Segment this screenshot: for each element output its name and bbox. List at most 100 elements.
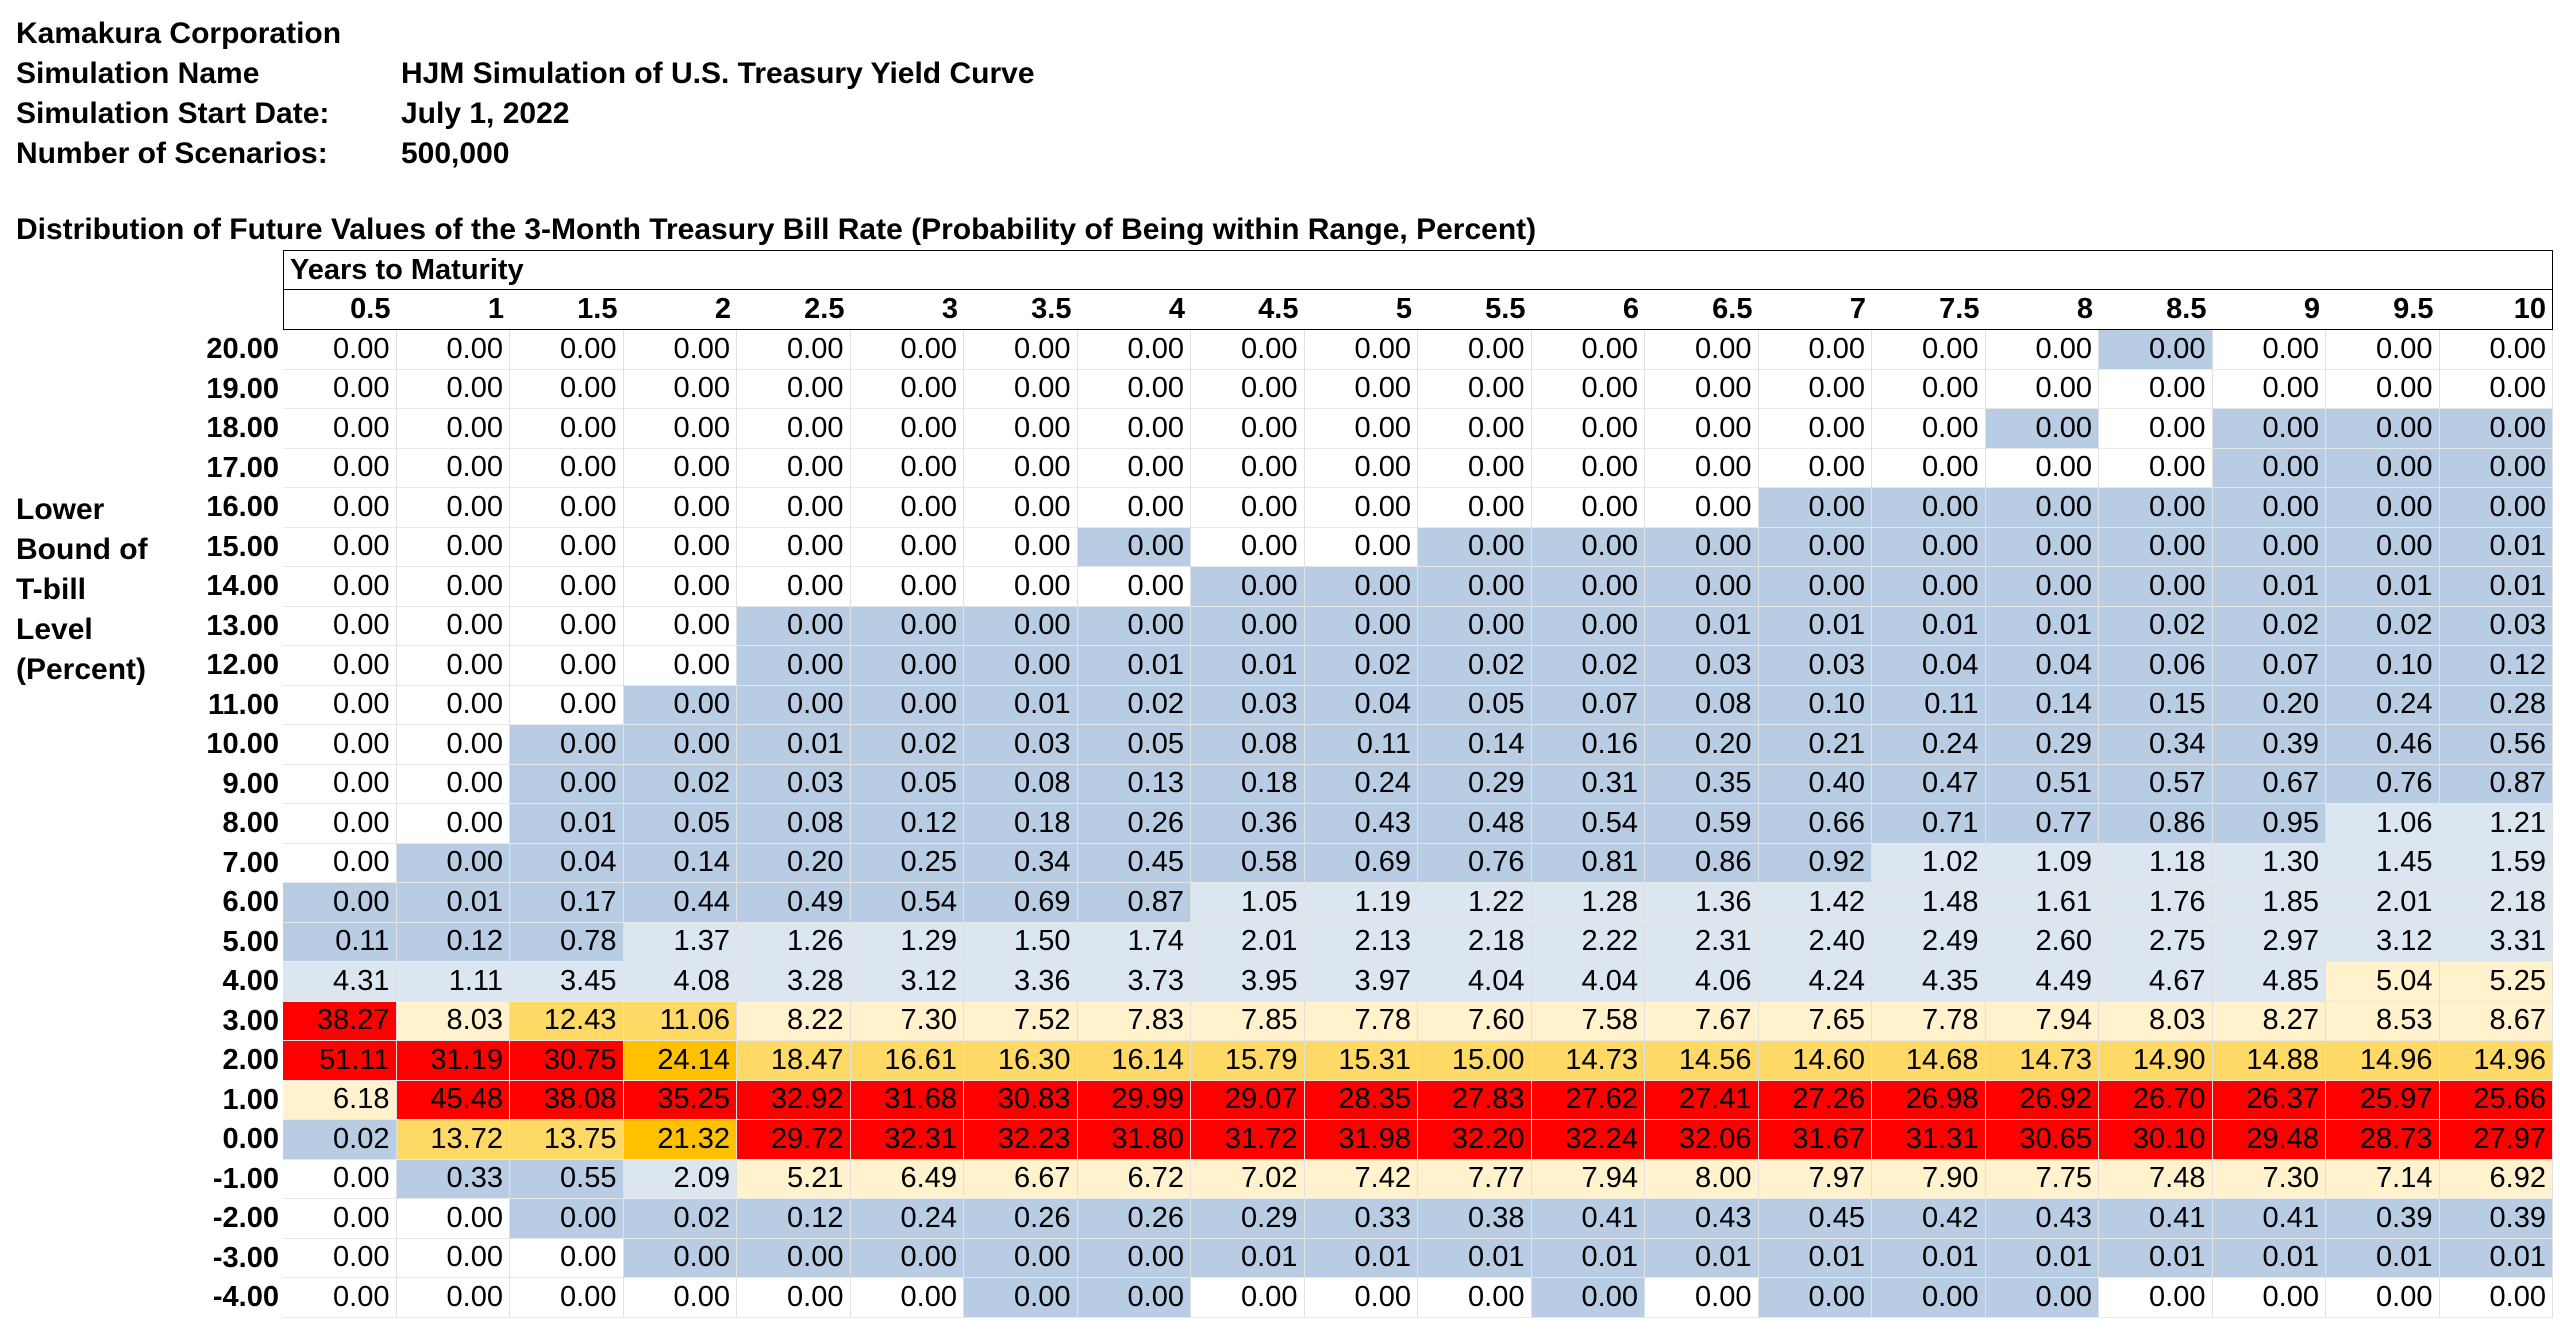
table-cell: 0.00 bbox=[2326, 409, 2440, 449]
table-cell: 0.00 bbox=[964, 1278, 1078, 1318]
table-cell: 0.00 bbox=[510, 725, 624, 765]
table-cell: 27.62 bbox=[1531, 1080, 1645, 1120]
table-cell: 0.03 bbox=[964, 725, 1078, 765]
table-cell: 0.04 bbox=[1985, 646, 2099, 686]
table-cell: 0.00 bbox=[1645, 488, 1759, 528]
table-cell: 0.00 bbox=[2326, 527, 2440, 567]
table-cell: 0.00 bbox=[1304, 369, 1418, 409]
table-cell: 0.00 bbox=[396, 567, 510, 607]
table-subtitle: Distribution of Future Values of the 3-M… bbox=[16, 213, 1537, 246]
table-cell: 26.98 bbox=[1872, 1080, 1986, 1120]
table-cell: 7.60 bbox=[1418, 1001, 1532, 1041]
row-label: 14.00 bbox=[206, 570, 279, 603]
table-cell: 2.22 bbox=[1531, 922, 1645, 962]
table-cell: 0.00 bbox=[510, 764, 624, 804]
table-cell: 0.47 bbox=[1872, 764, 1986, 804]
column-header: 7 bbox=[1758, 290, 1872, 330]
table-cell: 0.00 bbox=[1985, 488, 2099, 528]
table-cell: 5.04 bbox=[2326, 962, 2440, 1002]
table-cell: 0.00 bbox=[964, 646, 1078, 686]
table-cell: 0.00 bbox=[1191, 606, 1305, 646]
table-cell: 0.03 bbox=[1191, 685, 1305, 725]
table-cell: 0.00 bbox=[623, 685, 737, 725]
table-cell: 0.00 bbox=[283, 567, 397, 607]
table-cell: 26.92 bbox=[1985, 1080, 2099, 1120]
table-cell: 0.00 bbox=[1872, 488, 1986, 528]
table-cell: 0.00 bbox=[2326, 369, 2440, 409]
table-cell: 0.00 bbox=[623, 725, 737, 765]
table-cell: 0.01 bbox=[1985, 606, 2099, 646]
table-cell: 0.00 bbox=[623, 646, 737, 686]
table-cell: 1.61 bbox=[1985, 883, 2099, 923]
table-cell: 0.00 bbox=[1872, 369, 1986, 409]
table-cell: 0.00 bbox=[1645, 409, 1759, 449]
table-cell: 0.00 bbox=[623, 369, 737, 409]
table-cell: 0.00 bbox=[1304, 606, 1418, 646]
table-cell: 0.08 bbox=[964, 764, 1078, 804]
table-cell: 14.90 bbox=[2099, 1041, 2213, 1081]
table-cell: 2.75 bbox=[2099, 922, 2213, 962]
table-cell: 13.72 bbox=[396, 1120, 510, 1160]
table-cell: 7.67 bbox=[1645, 1001, 1759, 1041]
company-row: Kamakura Corporation bbox=[16, 14, 1035, 54]
table-cell: 1.76 bbox=[2099, 883, 2213, 923]
column-header: 3 bbox=[850, 290, 964, 330]
table-cell: 0.00 bbox=[623, 488, 737, 528]
table-cell: 0.00 bbox=[510, 567, 624, 607]
table-cell: 0.00 bbox=[1304, 409, 1418, 449]
table-cell: 0.00 bbox=[283, 488, 397, 528]
table-cell: 0.00 bbox=[510, 527, 624, 567]
table-cell: 0.02 bbox=[623, 764, 737, 804]
table-cell: 0.00 bbox=[1077, 606, 1191, 646]
table-cell: 1.59 bbox=[2439, 843, 2553, 883]
table-cell: 0.59 bbox=[1645, 804, 1759, 844]
table-cell: 0.28 bbox=[2439, 685, 2553, 725]
table-cell: 0.00 bbox=[396, 527, 510, 567]
table-cell: 32.06 bbox=[1645, 1120, 1759, 1160]
table-cell: 1.28 bbox=[1531, 883, 1645, 923]
table-cell: 0.00 bbox=[737, 1238, 851, 1278]
table-cell: 0.00 bbox=[1985, 409, 2099, 449]
table-cell: 0.02 bbox=[283, 1120, 397, 1160]
table-cell: 1.02 bbox=[1872, 843, 1986, 883]
table-cell: 0.01 bbox=[1872, 606, 1986, 646]
table-cell: 0.39 bbox=[2439, 1199, 2553, 1239]
table-cell: 0.00 bbox=[1531, 448, 1645, 488]
table-cell: 0.76 bbox=[2326, 764, 2440, 804]
table-cell: 31.19 bbox=[396, 1041, 510, 1081]
table-cell: 0.20 bbox=[737, 843, 851, 883]
table-cell: 0.00 bbox=[2439, 369, 2553, 409]
table-cell: 0.56 bbox=[2439, 725, 2553, 765]
table-cell: 0.00 bbox=[623, 567, 737, 607]
table-cell: 1.26 bbox=[737, 922, 851, 962]
table-cell: 0.00 bbox=[396, 1238, 510, 1278]
table-cell: 0.11 bbox=[283, 922, 397, 962]
column-header: 9 bbox=[2212, 290, 2326, 330]
table-cell: 0.00 bbox=[1985, 567, 2099, 607]
row-axis-label-line: Lower bbox=[16, 493, 105, 526]
table-cell: 16.30 bbox=[964, 1041, 1078, 1081]
table-cell: 0.00 bbox=[1872, 409, 1986, 449]
table-cell: 15.79 bbox=[1191, 1041, 1305, 1081]
table-cell: 7.30 bbox=[850, 1001, 964, 1041]
table-cell: 0.00 bbox=[1645, 1278, 1759, 1318]
table-cell: 0.00 bbox=[1077, 567, 1191, 607]
table-cell: 0.26 bbox=[1077, 804, 1191, 844]
table-cell: 0.02 bbox=[2099, 606, 2213, 646]
table-cell: 14.96 bbox=[2326, 1041, 2440, 1081]
table-cell: 0.51 bbox=[1985, 764, 2099, 804]
table-cell: 8.03 bbox=[396, 1001, 510, 1041]
table-cell: 0.00 bbox=[1418, 409, 1532, 449]
column-header: 6 bbox=[1531, 290, 1645, 330]
table-cell: 0.00 bbox=[964, 409, 1078, 449]
table-cell: 0.00 bbox=[1191, 330, 1305, 370]
table-cell: 4.31 bbox=[283, 962, 397, 1002]
table-cell: 0.33 bbox=[1304, 1199, 1418, 1239]
table-cell: 2.49 bbox=[1872, 922, 1986, 962]
table-cell: 4.06 bbox=[1645, 962, 1759, 1002]
column-header: 6.5 bbox=[1645, 290, 1759, 330]
table-cell: 7.85 bbox=[1191, 1001, 1305, 1041]
table-cell: 0.00 bbox=[396, 843, 510, 883]
table-cell: 27.83 bbox=[1418, 1080, 1532, 1120]
table-cell: 26.37 bbox=[2212, 1080, 2326, 1120]
